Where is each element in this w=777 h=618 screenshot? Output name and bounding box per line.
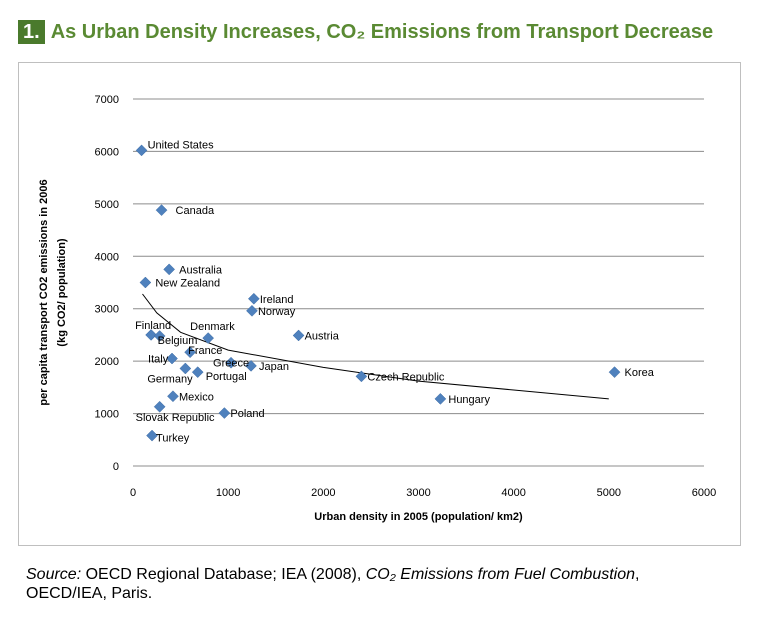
x-tick-label-5000: 5000: [597, 487, 621, 499]
point-czech-republic: [355, 370, 368, 383]
point-canada: [155, 204, 168, 217]
y-axis-title-line2: (kg CO2/ population): [56, 238, 68, 346]
point-label-slovak-republic: Slovak Republic: [136, 412, 215, 424]
point-label-turkey: Turkey: [156, 433, 190, 445]
point-label-canada: Canada: [176, 205, 215, 217]
point-portugal: [191, 366, 204, 379]
point-japan: [245, 360, 257, 372]
point-label-australia: Australia: [179, 264, 223, 276]
point-label-czech-republic: Czech Republic: [367, 371, 445, 383]
point-poland: [218, 407, 231, 419]
point-label-japan: Japan: [259, 361, 289, 373]
point-belgium: [153, 330, 166, 342]
trend-line: [142, 293, 609, 400]
y-tick-label-1000: 1000: [95, 409, 119, 421]
point-label-hungary: Hungary: [448, 394, 490, 406]
point-italy: [166, 352, 178, 365]
point-label-finland: Finland: [135, 320, 171, 332]
point-label-denmark: Denmark: [190, 321, 235, 333]
point-france: [184, 346, 196, 359]
y-tick-label-5000: 5000: [95, 199, 119, 211]
source-text-end: ,: [635, 566, 640, 583]
y-tick-label-2000: 2000: [95, 356, 119, 368]
point-turkey: [146, 429, 158, 442]
point-label-austria: Austria: [305, 330, 340, 342]
y-tick-label-6000: 6000: [95, 146, 119, 158]
point-label-portugal: Portugal: [206, 371, 247, 383]
y-tick-label-3000: 3000: [95, 304, 119, 316]
point-label-france: France: [188, 345, 222, 357]
point-united-states: [135, 144, 148, 157]
y-tick-label-0: 0: [113, 461, 119, 473]
point-label-korea: Korea: [625, 367, 655, 379]
point-label-united-states: United States: [148, 139, 215, 151]
point-australia: [163, 263, 176, 276]
point-korea: [608, 366, 621, 379]
x-tick-label-2000: 2000: [311, 487, 335, 499]
point-mexico: [167, 390, 179, 403]
source-note: Source: OECD Regional Database; IEA (200…: [26, 565, 746, 603]
x-tick-label-6000: 6000: [692, 487, 716, 499]
point-norway: [246, 304, 258, 317]
figure-number: 1.: [18, 20, 45, 44]
x-axis-title: Urban density in 2005 (population/ km2): [314, 511, 523, 523]
point-label-new-zealand: New Zealand: [155, 278, 220, 290]
point-greece: [225, 356, 237, 369]
point-label-mexico: Mexico: [179, 391, 214, 403]
point-hungary: [434, 393, 447, 405]
y-axis-title-line1: per capita transport CO2 emissions in 20…: [38, 179, 50, 405]
point-finland: [145, 329, 157, 341]
figure-title: 1. As Urban Density Increases, CO₂ Emiss…: [18, 20, 713, 44]
chart-frame: 0 1000 2000 3000 4000 5000 6000 7000 0 1000 2000 30…: [18, 62, 741, 546]
x-tick-label-1000: 1000: [216, 487, 240, 499]
source-text: OECD Regional Database; IEA (2008),: [81, 566, 366, 583]
y-tick-label-7000: 7000: [95, 94, 119, 106]
figure-title-text: As Urban Density Increases, CO₂ Emission…: [50, 21, 714, 43]
source-publication: CO₂ Emissions from Fuel Combustion: [365, 566, 636, 583]
point-label-greece: Greece: [213, 358, 249, 370]
x-tick-label-4000: 4000: [501, 487, 525, 499]
source-label: Source:: [26, 566, 82, 583]
x-tick-label-0: 0: [130, 487, 136, 499]
source-publisher: OECD/IEA, Paris.: [26, 585, 153, 602]
point-label-norway: Norway: [258, 306, 296, 318]
point-label-italy: Italy: [148, 354, 169, 366]
point-denmark: [202, 332, 215, 344]
point-germany: [179, 362, 192, 375]
point-slovak-republic: [153, 400, 166, 413]
point-label-germany: Germany: [147, 373, 193, 385]
point-ireland: [248, 292, 260, 305]
point-new-zealand: [139, 276, 152, 289]
x-tick-label-3000: 3000: [406, 487, 430, 499]
point-label-belgium: Belgium: [158, 335, 198, 347]
scatter-chart: 0 1000 2000 3000 4000 5000 6000 7000 0 1000 2000 30…: [38, 94, 716, 523]
point-austria: [292, 329, 305, 342]
point-label-poland: Poland: [230, 408, 264, 420]
y-tick-label-4000: 4000: [95, 251, 119, 263]
point-label-ireland: Ireland: [260, 294, 294, 306]
